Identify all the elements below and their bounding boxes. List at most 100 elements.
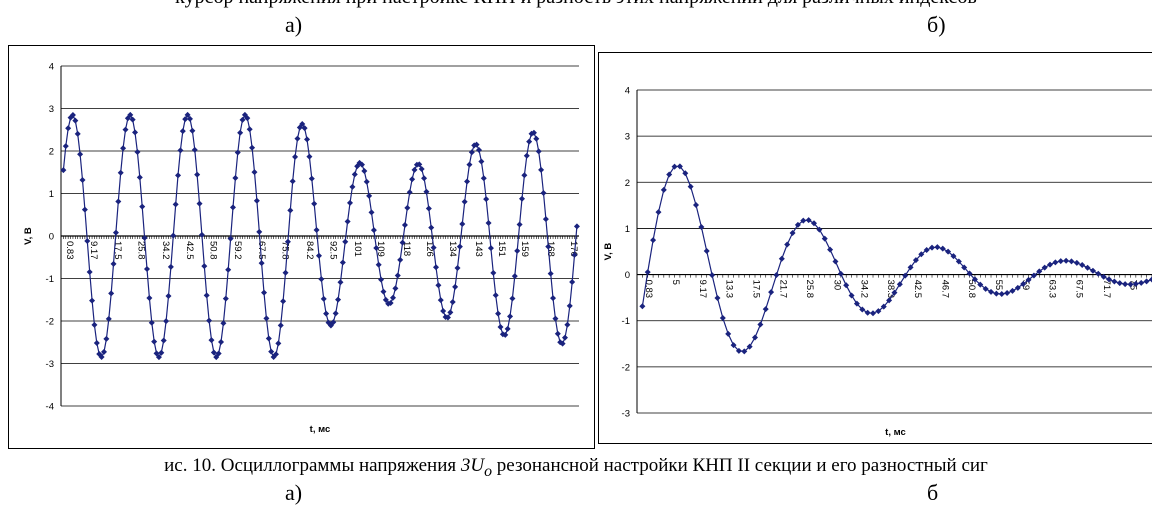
data-point: [227, 235, 234, 242]
data-point: [318, 276, 325, 283]
data-point: [982, 285, 989, 292]
data-point: [184, 111, 191, 118]
data-point: [81, 206, 88, 213]
data-point: [433, 264, 440, 271]
data-point: [284, 238, 291, 245]
data-point: [208, 337, 215, 344]
series-line: [641, 165, 1152, 353]
x-tick-label: 9.17: [697, 280, 708, 299]
data-point: [382, 296, 389, 303]
data-point: [155, 354, 162, 361]
data-point: [542, 216, 549, 223]
data-point: [929, 244, 936, 251]
y-axis-title: V, В: [23, 227, 34, 245]
data-point: [196, 200, 203, 207]
data-point: [478, 158, 485, 165]
data-point: [110, 260, 117, 267]
data-point: [735, 347, 742, 354]
data-point: [129, 116, 136, 123]
x-tick-label: 0.83: [643, 280, 654, 299]
data-point: [306, 153, 313, 160]
data-point: [449, 299, 456, 306]
figure-caption: ис. 10. Осциллограммы напряжения 3Uo рез…: [0, 455, 1152, 481]
data-point: [239, 116, 246, 123]
x-axis-title: t, мс: [885, 427, 906, 438]
data-point: [287, 207, 294, 214]
data-point: [650, 237, 657, 244]
data-point: [475, 147, 482, 154]
data-point: [349, 183, 356, 190]
data-point: [530, 129, 537, 136]
data-point: [480, 175, 487, 182]
x-tick-label: 46.7: [939, 280, 950, 299]
y-tick-label: 1: [49, 189, 54, 200]
data-point: [1063, 257, 1070, 264]
data-point: [468, 149, 475, 156]
data-point: [725, 330, 732, 337]
x-tick-label: 168: [545, 241, 556, 257]
data-point: [189, 127, 196, 134]
y-tick-label: 3: [625, 132, 630, 143]
data-point: [370, 227, 377, 234]
x-tick-label: 75.8: [280, 241, 291, 260]
data-point: [280, 298, 287, 305]
data-point: [533, 135, 540, 142]
x-tick-label: 176: [568, 241, 579, 257]
data-point: [167, 263, 174, 270]
data-point: [939, 245, 946, 252]
data-point: [294, 135, 301, 142]
x-tick-label: 38.3: [885, 280, 896, 299]
data-point: [387, 300, 394, 307]
data-point: [821, 235, 828, 242]
data-point: [399, 239, 406, 246]
data-point: [342, 238, 349, 245]
data-point: [507, 313, 514, 320]
x-tick-label: 55: [993, 280, 1004, 291]
data-point: [361, 168, 368, 175]
data-point: [93, 340, 100, 347]
data-point: [373, 244, 380, 251]
x-tick-label: 71.7: [1101, 280, 1112, 299]
chart-b: -3 -2 -1 0 1 2 3 4 0.83 5 9.17 13.3 17.5 21.7 25.8 30 34…: [598, 52, 1152, 444]
data-point: [69, 112, 76, 119]
data-point: [540, 189, 547, 196]
data-point: [268, 348, 275, 355]
data-point: [552, 315, 559, 322]
y-tick-label: 2: [625, 178, 630, 189]
data-point: [275, 340, 282, 347]
data-point: [418, 166, 425, 173]
data-point: [335, 296, 342, 303]
data-point: [784, 241, 791, 248]
x-axis-title: t, мс: [310, 424, 331, 435]
data-point: [368, 209, 375, 216]
data-point: [461, 198, 468, 205]
data-point: [103, 335, 110, 342]
data-point: [77, 151, 84, 158]
data-point: [1095, 270, 1102, 277]
data-point: [191, 146, 198, 153]
data-point: [545, 243, 552, 250]
data-point: [320, 295, 327, 302]
data-point: [639, 303, 646, 310]
bottom-label-a: а): [285, 480, 303, 505]
data-point: [644, 269, 651, 276]
data-point: [201, 263, 208, 270]
data-point: [778, 255, 785, 262]
data-point: [315, 252, 322, 259]
data-point: [1030, 272, 1037, 279]
data-point: [535, 148, 542, 155]
data-point: [263, 315, 270, 322]
data-point: [225, 266, 232, 273]
data-point: [1143, 278, 1150, 285]
x-tick-label: 17.5: [751, 280, 762, 299]
data-point: [256, 228, 263, 235]
data-point: [573, 223, 580, 230]
data-point: [1148, 276, 1152, 283]
data-point: [843, 282, 850, 289]
caption-var-sub: o: [484, 462, 493, 480]
data-point: [518, 195, 525, 202]
data-point: [730, 342, 737, 349]
data-point: [655, 209, 662, 216]
data-point: [561, 334, 568, 341]
data-point: [323, 310, 330, 317]
